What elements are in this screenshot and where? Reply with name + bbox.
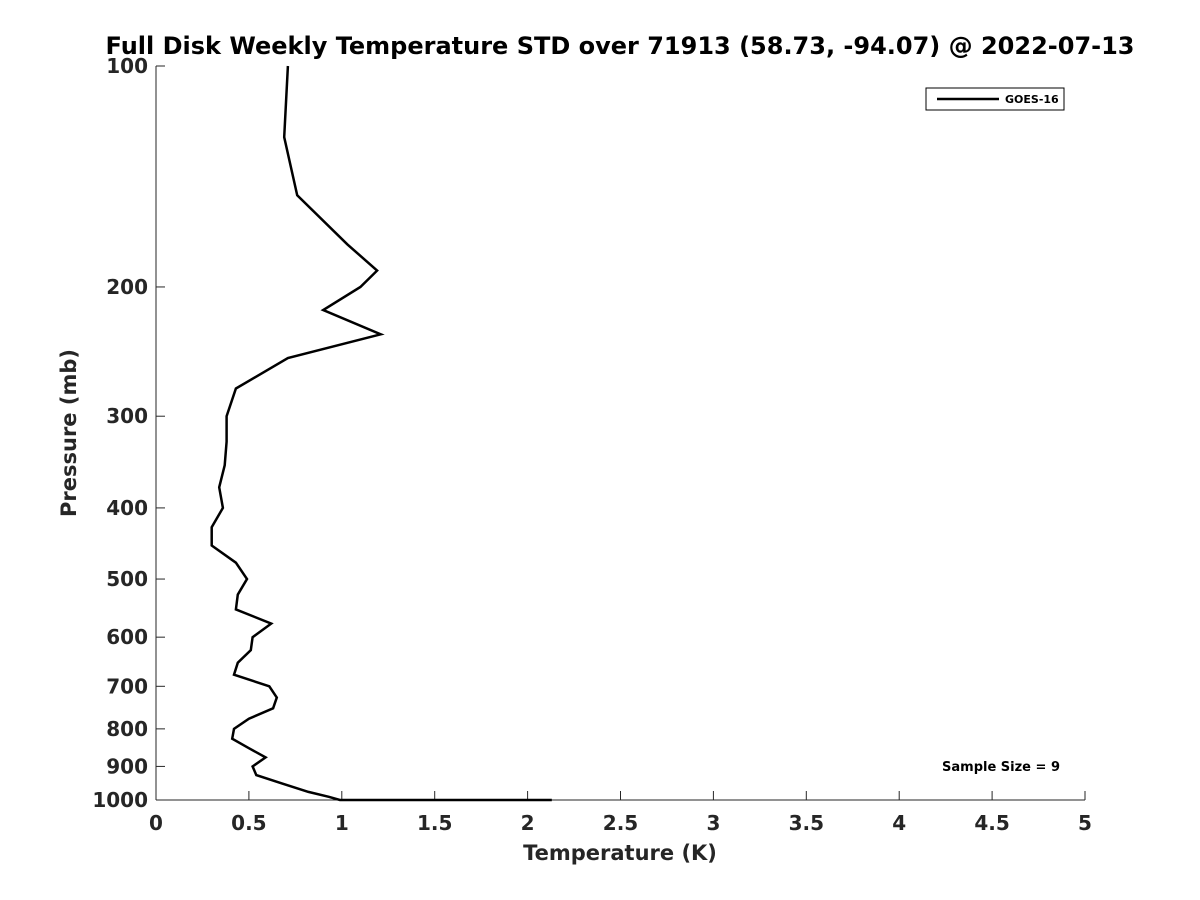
y-tick-label: 400 <box>106 496 148 520</box>
legend: GOES-16 <box>925 87 1065 111</box>
x-tick-label: 0.5 <box>231 811 266 835</box>
series-layer <box>210 65 552 802</box>
y-axis-ticks: 100 200 300 400 500 600 700 800 900 1000 <box>92 54 165 812</box>
x-tick-label: 5 <box>1078 811 1092 835</box>
plot-axes <box>155 66 1085 801</box>
series-line-goes-16 <box>210 65 552 802</box>
chart-title: Full Disk Weekly Temperature STD over 71… <box>106 32 1135 60</box>
x-axis-label: Temperature (K) <box>523 841 717 865</box>
x-tick-label: 3 <box>706 811 720 835</box>
sample-size-annotation: Sample Size = 9 <box>942 760 1060 775</box>
y-tick-label: 700 <box>106 674 148 698</box>
y-tick-label: 100 <box>106 54 148 78</box>
x-tick-label: 2.5 <box>603 811 638 835</box>
y-axis-label: Pressure (mb) <box>57 349 81 517</box>
x-axis-ticks: 0 0.5 1 1.5 2 2.5 3 3.5 4 4.5 5 <box>149 791 1092 835</box>
legend-label-goes-16: GOES-16 <box>1005 93 1059 106</box>
x-tick-label: 0 <box>149 811 163 835</box>
x-tick-label: 4 <box>892 811 906 835</box>
y-tick-label: 900 <box>106 754 148 778</box>
y-tick-label: 200 <box>106 275 148 299</box>
y-tick-label: 300 <box>106 404 148 428</box>
x-tick-label: 1 <box>335 811 349 835</box>
y-tick-label: 500 <box>106 567 148 591</box>
x-tick-label: 4.5 <box>974 811 1009 835</box>
y-tick-label: 1000 <box>92 788 148 812</box>
x-tick-label: 1.5 <box>417 811 452 835</box>
y-tick-label: 800 <box>106 717 148 741</box>
y-tick-label: 600 <box>106 625 148 649</box>
x-tick-label: 2 <box>521 811 535 835</box>
x-tick-label: 3.5 <box>789 811 824 835</box>
